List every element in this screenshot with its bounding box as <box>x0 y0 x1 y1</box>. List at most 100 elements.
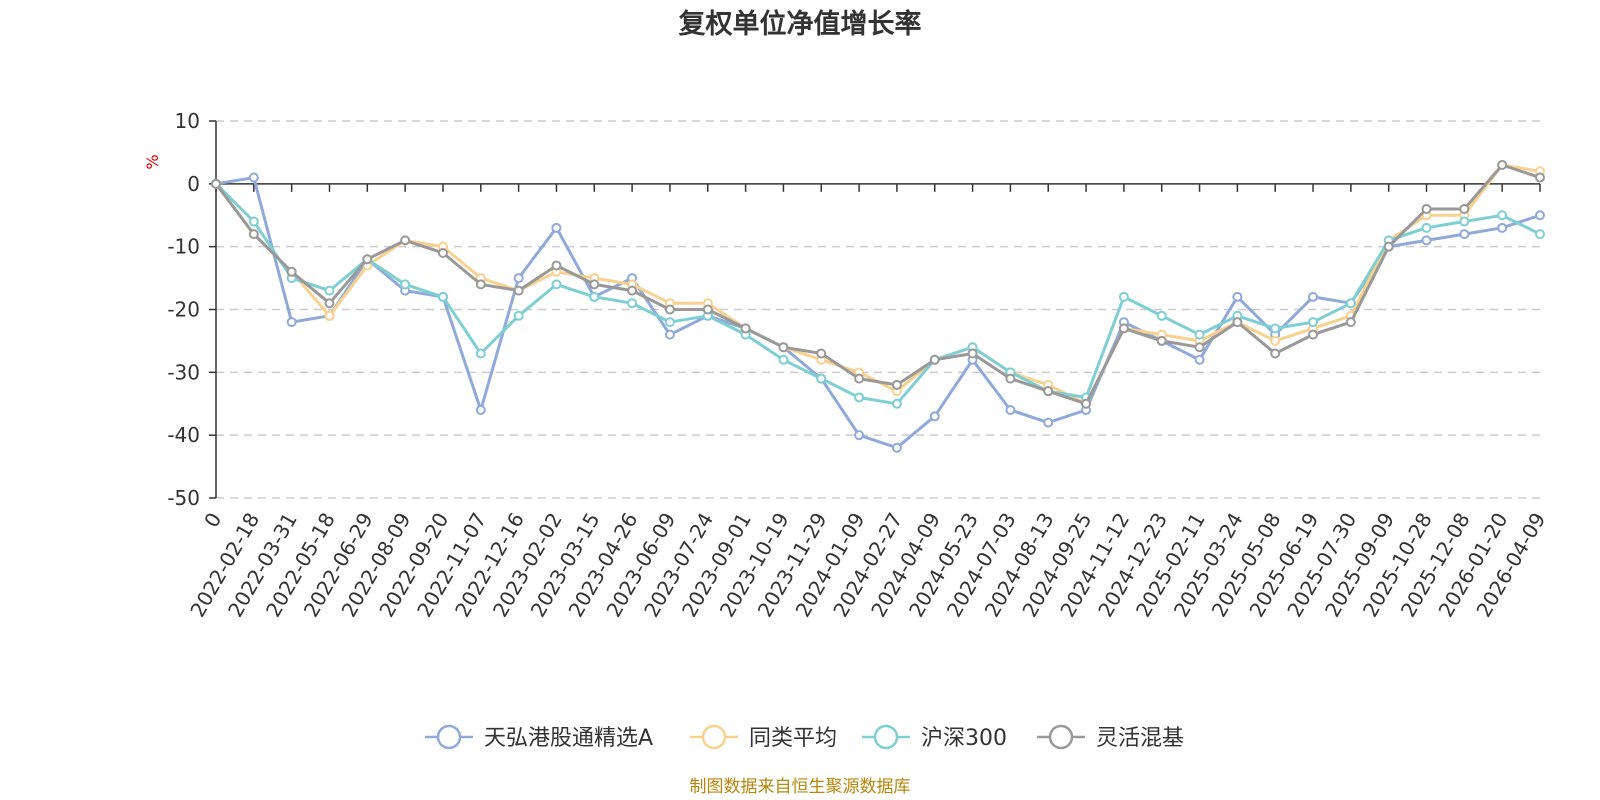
data-point[interactable] <box>1043 386 1054 397</box>
data-point[interactable] <box>854 392 865 403</box>
data-point[interactable] <box>1194 329 1205 340</box>
data-point[interactable] <box>1535 172 1545 183</box>
data-point[interactable] <box>854 430 865 441</box>
data-point[interactable] <box>929 354 940 365</box>
data-point[interactable] <box>1156 335 1167 346</box>
data-point[interactable] <box>929 411 940 422</box>
data-point[interactable] <box>1308 317 1319 328</box>
legend-item-2[interactable]: 同类平均 <box>690 724 837 751</box>
data-point[interactable] <box>1270 335 1281 346</box>
data-point[interactable] <box>551 222 562 233</box>
data-point[interactable] <box>1308 291 1319 302</box>
data-point[interactable] <box>664 304 675 315</box>
data-point[interactable] <box>854 373 865 384</box>
data-point[interactable] <box>1081 398 1092 409</box>
data-point[interactable] <box>400 235 411 246</box>
data-point[interactable] <box>437 247 448 258</box>
data-point[interactable] <box>778 342 789 353</box>
data-point[interactable] <box>1421 222 1432 233</box>
legend-item-4[interactable]: 灵活混基 <box>1037 724 1184 751</box>
data-point[interactable] <box>778 354 789 365</box>
data-point[interactable] <box>324 298 335 309</box>
data-point[interactable] <box>1459 203 1470 214</box>
data-point[interactable] <box>589 291 600 302</box>
data-point[interactable] <box>1421 235 1432 246</box>
data-point[interactable] <box>286 266 297 277</box>
y-tick-label: -40 <box>167 423 200 447</box>
y-tick-label: -20 <box>167 298 200 322</box>
data-point[interactable] <box>248 229 259 240</box>
series-layer <box>211 159 1545 453</box>
data-point[interactable] <box>967 348 978 359</box>
data-point[interactable] <box>1270 348 1281 359</box>
data-point[interactable] <box>664 329 675 340</box>
data-point[interactable] <box>1535 229 1545 240</box>
data-point[interactable] <box>1497 210 1508 221</box>
data-point[interactable] <box>513 310 524 321</box>
data-point[interactable] <box>1232 317 1243 328</box>
data-point[interactable] <box>740 323 751 334</box>
data-point[interactable] <box>891 398 902 409</box>
data-point[interactable] <box>211 178 221 189</box>
data-point[interactable] <box>1118 323 1129 334</box>
data-point[interactable] <box>437 291 448 302</box>
data-point[interactable] <box>816 373 827 384</box>
y-tick-label: -10 <box>167 235 200 259</box>
data-point[interactable] <box>1497 222 1508 233</box>
data-point[interactable] <box>475 405 486 416</box>
chart-title: 复权单位净值增长率 <box>679 8 922 40</box>
data-point[interactable] <box>1156 310 1167 321</box>
data-point[interactable] <box>513 273 524 284</box>
data-point[interactable] <box>1194 342 1205 353</box>
data-point[interactable] <box>1043 417 1054 428</box>
series-line-1 <box>215 176 1541 450</box>
data-point[interactable] <box>362 254 373 265</box>
data-point[interactable] <box>1345 317 1356 328</box>
series-line-3 <box>214 182 1541 406</box>
data-point[interactable] <box>551 260 562 271</box>
legend-item-3[interactable]: 沪深300 <box>862 724 1007 751</box>
data-point[interactable] <box>324 285 335 296</box>
data-point[interactable] <box>702 304 713 315</box>
data-point[interactable] <box>891 442 902 453</box>
axis-layer: 100-10-20-30-40-5002022-02-182022-03-312… <box>167 109 1550 621</box>
data-point[interactable] <box>475 279 486 290</box>
data-point[interactable] <box>891 379 902 390</box>
data-point[interactable] <box>1118 291 1129 302</box>
data-point[interactable] <box>248 216 259 227</box>
data-point[interactable] <box>589 279 600 290</box>
data-point[interactable] <box>1345 298 1356 309</box>
data-point[interactable] <box>664 317 675 328</box>
legend-marker-icon <box>1048 724 1074 750</box>
data-point[interactable] <box>1459 229 1470 240</box>
legend-item-1[interactable]: 天弘港股通精选A <box>425 724 653 751</box>
data-point[interactable] <box>1459 216 1470 227</box>
legend-marker-icon <box>873 724 899 750</box>
data-point[interactable] <box>286 317 297 328</box>
data-point[interactable] <box>1232 291 1243 302</box>
data-point[interactable] <box>1270 323 1281 334</box>
data-point[interactable] <box>816 348 827 359</box>
legend[interactable]: 天弘港股通精选A 同类平均 沪深300 灵活混基 <box>425 724 1184 751</box>
data-point[interactable] <box>1194 354 1205 365</box>
data-point[interactable] <box>1497 159 1508 170</box>
data-point[interactable] <box>513 285 524 296</box>
legend-label: 同类平均 <box>749 726 837 751</box>
data-point[interactable] <box>1308 329 1319 340</box>
data-point[interactable] <box>475 348 486 359</box>
data-point[interactable] <box>324 310 335 321</box>
data-point[interactable] <box>248 172 259 183</box>
data-point[interactable] <box>1421 203 1432 214</box>
legend-label: 天弘港股通精选A <box>484 726 653 751</box>
data-point[interactable] <box>400 279 411 290</box>
y-tick-label: 0 <box>187 172 200 196</box>
data-point[interactable] <box>627 298 638 309</box>
data-point[interactable] <box>551 279 562 290</box>
data-point[interactable] <box>627 285 638 296</box>
data-point[interactable] <box>1383 241 1394 252</box>
data-point[interactable] <box>1005 405 1016 416</box>
data-point[interactable] <box>1005 373 1016 384</box>
data-point[interactable] <box>1535 210 1545 221</box>
y-tick-label: 10 <box>175 109 200 133</box>
